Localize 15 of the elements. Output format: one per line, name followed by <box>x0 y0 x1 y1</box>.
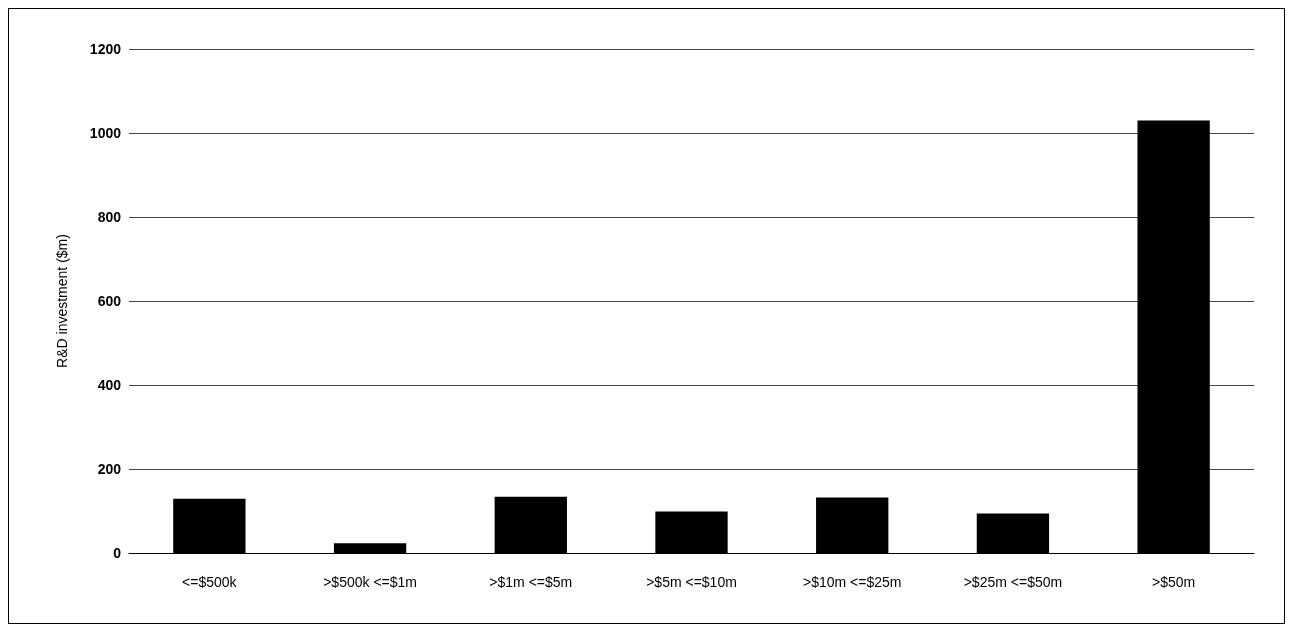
x-tick-label: >$25m <=$50m <box>963 574 1063 590</box>
x-tick-label: >$500k <=$1m <box>323 574 417 590</box>
y-tick-label: 400 <box>97 377 122 393</box>
x-tick-label: >$5m <=$10m <box>646 574 737 590</box>
y-tick-label: 600 <box>97 293 122 309</box>
x-tick-label: >$10m <=$25m <box>802 574 902 590</box>
x-tick-label: >$50m <box>1152 574 1196 590</box>
y-tick-label: 0 <box>113 545 122 561</box>
y-axis-title: R&D investment ($m) <box>54 234 70 368</box>
x-tick-label: >$1m <=$5m <box>489 574 573 590</box>
y-tick-label: 1000 <box>89 125 122 141</box>
y-tick-label: 1200 <box>89 41 122 57</box>
y-tick-label: 200 <box>97 461 122 477</box>
x-tick-label: <=$500k <box>182 574 238 590</box>
y-tick-label: 800 <box>97 209 122 225</box>
